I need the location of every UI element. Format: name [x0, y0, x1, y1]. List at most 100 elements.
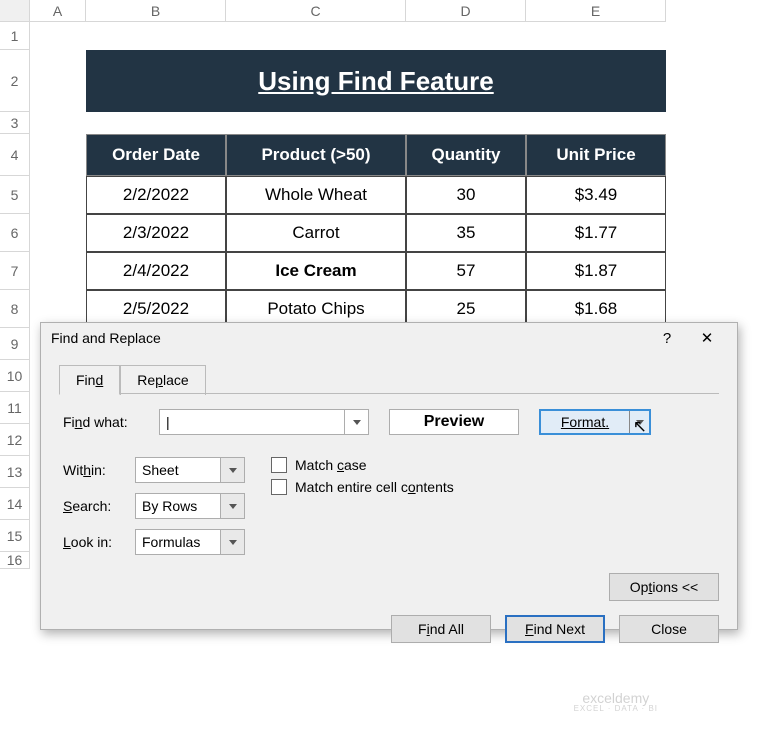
col-e[interactable]: E [526, 0, 666, 22]
table-cell[interactable]: $1.87 [526, 252, 666, 290]
match-case-checkbox[interactable]: Match case [271, 457, 454, 473]
chevron-down-icon[interactable] [220, 494, 244, 518]
match-contents-checkbox[interactable]: Match entire cell contents [271, 479, 454, 495]
dialog-body: Find what: | Preview Format. ↖ Within: S… [41, 395, 737, 575]
row-7[interactable]: 7 [0, 252, 30, 290]
table-cell[interactable]: $1.77 [526, 214, 666, 252]
row-11[interactable]: 11 [0, 392, 30, 424]
col-product: Product (>50) [226, 134, 406, 176]
lookin-value: Formulas [142, 534, 200, 550]
close-icon[interactable]: ✕ [687, 329, 727, 347]
format-button-label: Format. [541, 414, 629, 430]
cell-a5[interactable] [30, 176, 86, 214]
table-cell[interactable]: 30 [406, 176, 526, 214]
row-16[interactable]: 16 [0, 552, 30, 569]
select-all-corner[interactable] [0, 0, 30, 22]
col-quantity: Quantity [406, 134, 526, 176]
row-6[interactable]: 6 [0, 214, 30, 252]
table-cell[interactable]: 2/4/2022 [86, 252, 226, 290]
row-8[interactable]: 8 [0, 290, 30, 328]
checkbox-icon [271, 457, 287, 473]
table-cell[interactable]: 2/2/2022 [86, 176, 226, 214]
table-cell[interactable]: Ice Cream [226, 252, 406, 290]
options-label: Options << [630, 579, 699, 595]
table-cell[interactable]: 57 [406, 252, 526, 290]
lookin-label: Look in: [63, 534, 135, 550]
search-select[interactable]: By Rows [135, 493, 245, 519]
find-what-input[interactable]: | [159, 409, 369, 435]
find-next-button[interactable]: Find Next [505, 615, 605, 643]
checkbox-icon [271, 479, 287, 495]
row-10[interactable]: 10 [0, 360, 30, 392]
row-4[interactable]: 4 [0, 134, 30, 176]
find-what-value: | [166, 414, 170, 430]
within-value: Sheet [142, 462, 179, 478]
dialog-titlebar[interactable]: Find and Replace ? ✕ [41, 323, 737, 357]
chevron-down-icon[interactable] [629, 411, 649, 433]
cell-b3e3[interactable] [86, 112, 666, 134]
row-2[interactable]: 2 [0, 50, 30, 112]
help-button[interactable]: ? [647, 330, 687, 347]
col-d[interactable]: D [406, 0, 526, 22]
options-button[interactable]: Options << [609, 573, 719, 601]
watermark-main: exceldemy [582, 690, 649, 706]
search-label: Search: [63, 498, 135, 514]
col-unit-price: Unit Price [526, 134, 666, 176]
tab-find[interactable]: Find [59, 365, 120, 395]
close-label: Close [651, 621, 687, 637]
table-cell[interactable]: Carrot [226, 214, 406, 252]
tab-replace-label: Replace [137, 372, 188, 388]
tab-strip: Find Replace [59, 365, 737, 395]
chevron-down-icon[interactable] [220, 530, 244, 554]
cell-a7[interactable] [30, 252, 86, 290]
col-order-date: Order Date [86, 134, 226, 176]
tab-find-label: Find [76, 372, 103, 388]
table-cell[interactable]: Whole Wheat [226, 176, 406, 214]
lookin-select[interactable]: Formulas [135, 529, 245, 555]
match-contents-label: Match entire cell contents [295, 479, 454, 495]
find-replace-dialog: Find and Replace ? ✕ Find Replace Find w… [40, 322, 738, 630]
cell-c1[interactable] [226, 22, 406, 50]
find-next-label: Find Next [525, 621, 585, 637]
chevron-down-icon[interactable] [220, 458, 244, 482]
watermark-sub: EXCEL · DATA · BI [574, 705, 658, 713]
col-a[interactable]: A [30, 0, 86, 22]
cell-e1[interactable] [526, 22, 666, 50]
search-value: By Rows [142, 498, 197, 514]
within-select[interactable]: Sheet [135, 457, 245, 483]
row-9[interactable]: 9 [0, 328, 30, 360]
match-case-label: Match case [295, 457, 367, 473]
table-cell[interactable]: $3.49 [526, 176, 666, 214]
row-5[interactable]: 5 [0, 176, 30, 214]
table-cell[interactable]: 2/3/2022 [86, 214, 226, 252]
format-button[interactable]: Format. ↖ [539, 409, 651, 435]
cell-b1[interactable] [86, 22, 226, 50]
col-c[interactable]: C [226, 0, 406, 22]
col-b[interactable]: B [86, 0, 226, 22]
cell-a1[interactable] [30, 22, 86, 50]
dialog-title: Find and Replace [51, 330, 647, 346]
row-12[interactable]: 12 [0, 424, 30, 456]
close-button[interactable]: Close [619, 615, 719, 643]
format-preview: Preview [389, 409, 519, 435]
cell-a4[interactable] [30, 134, 86, 176]
find-what-label: Find what: [63, 414, 159, 430]
cell-a3[interactable] [30, 112, 86, 134]
find-all-button[interactable]: Find All [391, 615, 491, 643]
tab-replace[interactable]: Replace [120, 365, 205, 395]
cell-a2[interactable] [30, 50, 86, 112]
find-all-label: Find All [418, 621, 464, 637]
row-3[interactable]: 3 [0, 112, 30, 134]
row-14[interactable]: 14 [0, 488, 30, 520]
within-label: Within: [63, 462, 135, 478]
chevron-down-icon[interactable] [344, 410, 368, 434]
cell-a6[interactable] [30, 214, 86, 252]
page-title: Using Find Feature [86, 50, 666, 112]
row-15[interactable]: 15 [0, 520, 30, 552]
watermark: exceldemy EXCEL · DATA · BI [574, 691, 658, 713]
cell-d1[interactable] [406, 22, 526, 50]
table-cell[interactable]: 35 [406, 214, 526, 252]
row-13[interactable]: 13 [0, 456, 30, 488]
row-1[interactable]: 1 [0, 22, 30, 50]
dialog-footer: Find All Find Next Close [41, 615, 737, 655]
